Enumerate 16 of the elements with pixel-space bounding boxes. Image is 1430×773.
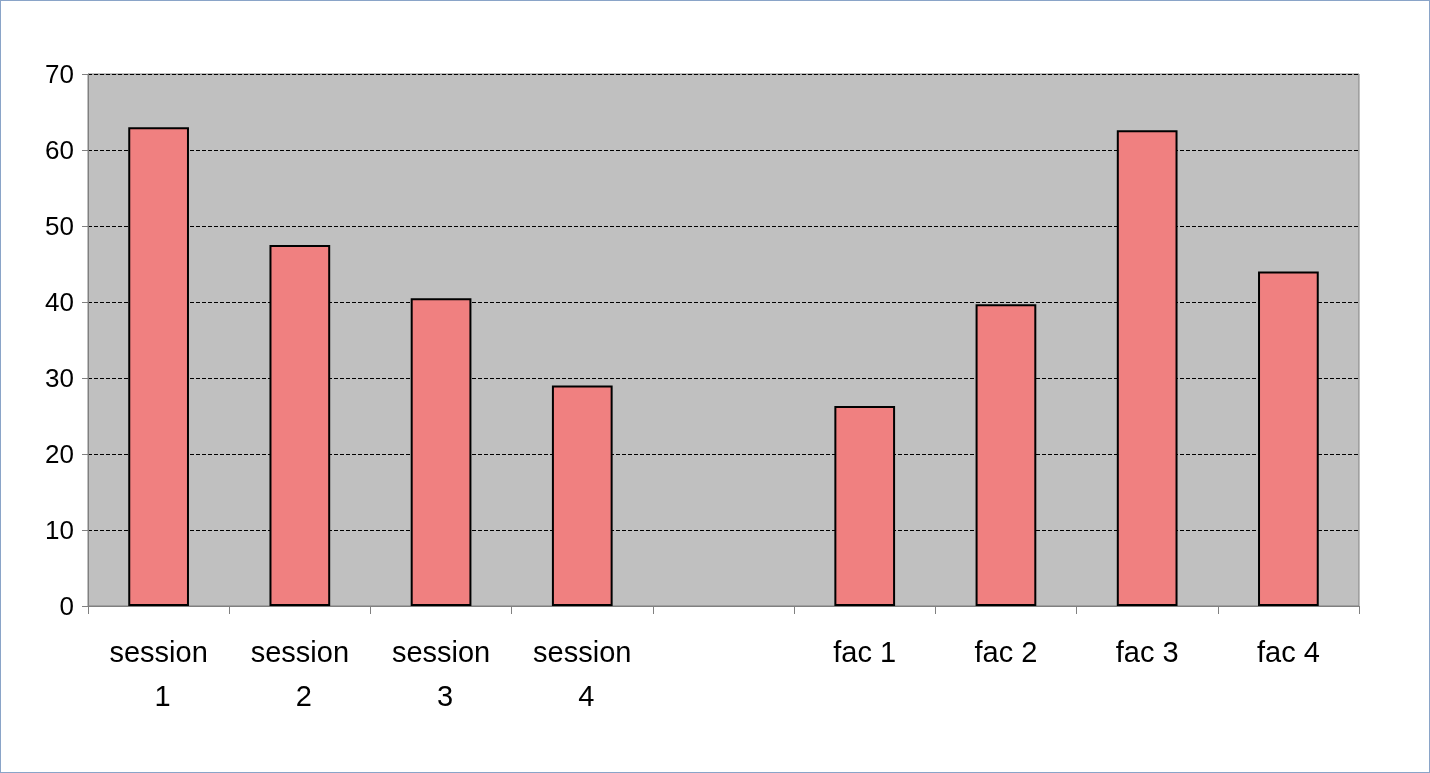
y-tick-label: 30 (45, 363, 74, 393)
x-tick-label: session 3 (391, 636, 491, 712)
y-tick-label: 10 (45, 515, 74, 545)
y-tick-label: 0 (59, 591, 74, 621)
x-tick-label: session 4 (533, 636, 632, 712)
y-tick-label: 70 (45, 59, 74, 89)
x-tick-label: fac 3 (1115, 636, 1179, 668)
y-tick-label: 20 (45, 439, 74, 469)
y-tick-label: 60 (45, 135, 74, 165)
y-tick-label: 50 (45, 211, 74, 241)
x-tick-label: session 1 (109, 636, 208, 712)
x-tick-label: session 2 (250, 636, 349, 712)
x-tick-label: fac 2 (974, 636, 1038, 668)
x-tick-label: fac 4 (1256, 636, 1320, 668)
y-tick-label: 40 (45, 287, 74, 317)
x-tick-label: fac 1 (833, 636, 897, 668)
